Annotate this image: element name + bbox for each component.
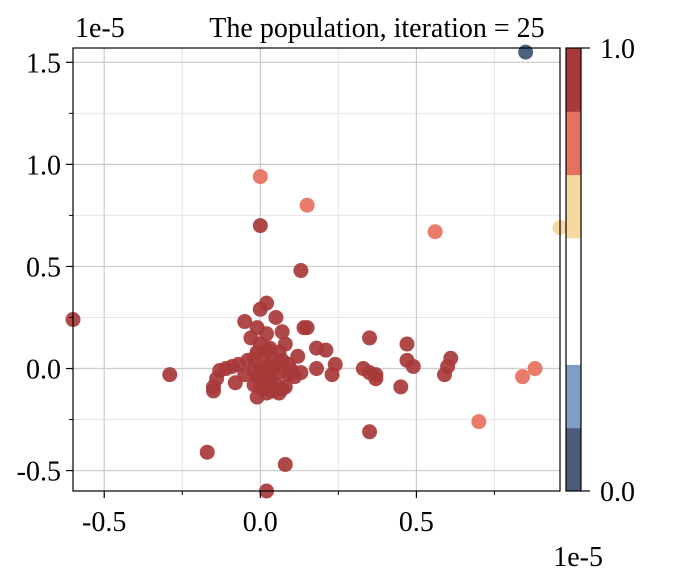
- data-point: [309, 361, 324, 377]
- x-tick-label: -0.5: [82, 507, 126, 538]
- data-point: [268, 356, 284, 372]
- data-point: [515, 369, 531, 385]
- data-point: [427, 224, 443, 240]
- colorbar-max-label: 1.0: [600, 34, 635, 65]
- y-tick-label: 0.5: [26, 252, 61, 283]
- data-point: [293, 263, 309, 279]
- colorbar: [566, 48, 581, 492]
- data-point: [252, 169, 268, 185]
- x-offset-label: 1e-5: [553, 542, 603, 573]
- x-tick-label: 0.0: [243, 507, 278, 538]
- data-point: [471, 414, 487, 430]
- data-point: [274, 324, 290, 340]
- colorbar-band: [566, 364, 581, 429]
- colorbar-band: [566, 237, 581, 302]
- y-tick-label: -0.5: [17, 457, 61, 488]
- data-point: [324, 367, 340, 383]
- data-point: [268, 309, 284, 325]
- data-point: [277, 456, 293, 472]
- plot-frame: [72, 47, 561, 492]
- data-point: [259, 342, 275, 358]
- y-tick-label: 1.0: [26, 150, 61, 181]
- data-point: [296, 320, 312, 336]
- data-point: [293, 365, 309, 381]
- data-point: [162, 367, 178, 383]
- data-point: [436, 367, 452, 383]
- x-tick-label: 0.5: [399, 507, 434, 538]
- grid-lines: [73, 48, 560, 491]
- data-point: [362, 365, 378, 381]
- data-points: [65, 44, 568, 499]
- data-point: [362, 424, 378, 440]
- data-point: [362, 330, 378, 346]
- colorbar-min-label: 0.0: [600, 477, 635, 508]
- colorbar-band: [566, 111, 581, 176]
- data-point: [299, 197, 315, 213]
- y-offset-label: 1e-5: [75, 13, 125, 44]
- data-point: [309, 340, 324, 356]
- data-point: [237, 314, 253, 330]
- data-point: [518, 44, 534, 60]
- y-tick-label: 1.5: [26, 48, 61, 79]
- chart-title: The population, iteration = 25: [209, 13, 544, 44]
- colorbar-frame: [565, 47, 582, 492]
- colorbar-band: [566, 174, 581, 239]
- data-point: [252, 218, 268, 234]
- data-point: [399, 336, 415, 352]
- data-point: [527, 361, 543, 377]
- y-axis-ticks: -0.5 0.0 0.5 1.0 1.5: [17, 48, 73, 488]
- data-point: [199, 444, 215, 460]
- colorbar-band: [566, 301, 581, 365]
- data-point: [259, 385, 275, 401]
- data-point: [246, 377, 262, 393]
- data-point: [252, 301, 268, 317]
- data-point: [246, 350, 262, 366]
- data-point: [405, 358, 421, 374]
- data-point: [205, 383, 221, 399]
- colorbar-band: [566, 427, 581, 492]
- data-point: [393, 379, 409, 395]
- colorbar-band: [566, 48, 581, 112]
- data-point: [277, 379, 293, 395]
- y-tick-label: 0.0: [26, 355, 61, 386]
- x-axis-ticks: -0.5 0.0 0.5: [82, 491, 495, 538]
